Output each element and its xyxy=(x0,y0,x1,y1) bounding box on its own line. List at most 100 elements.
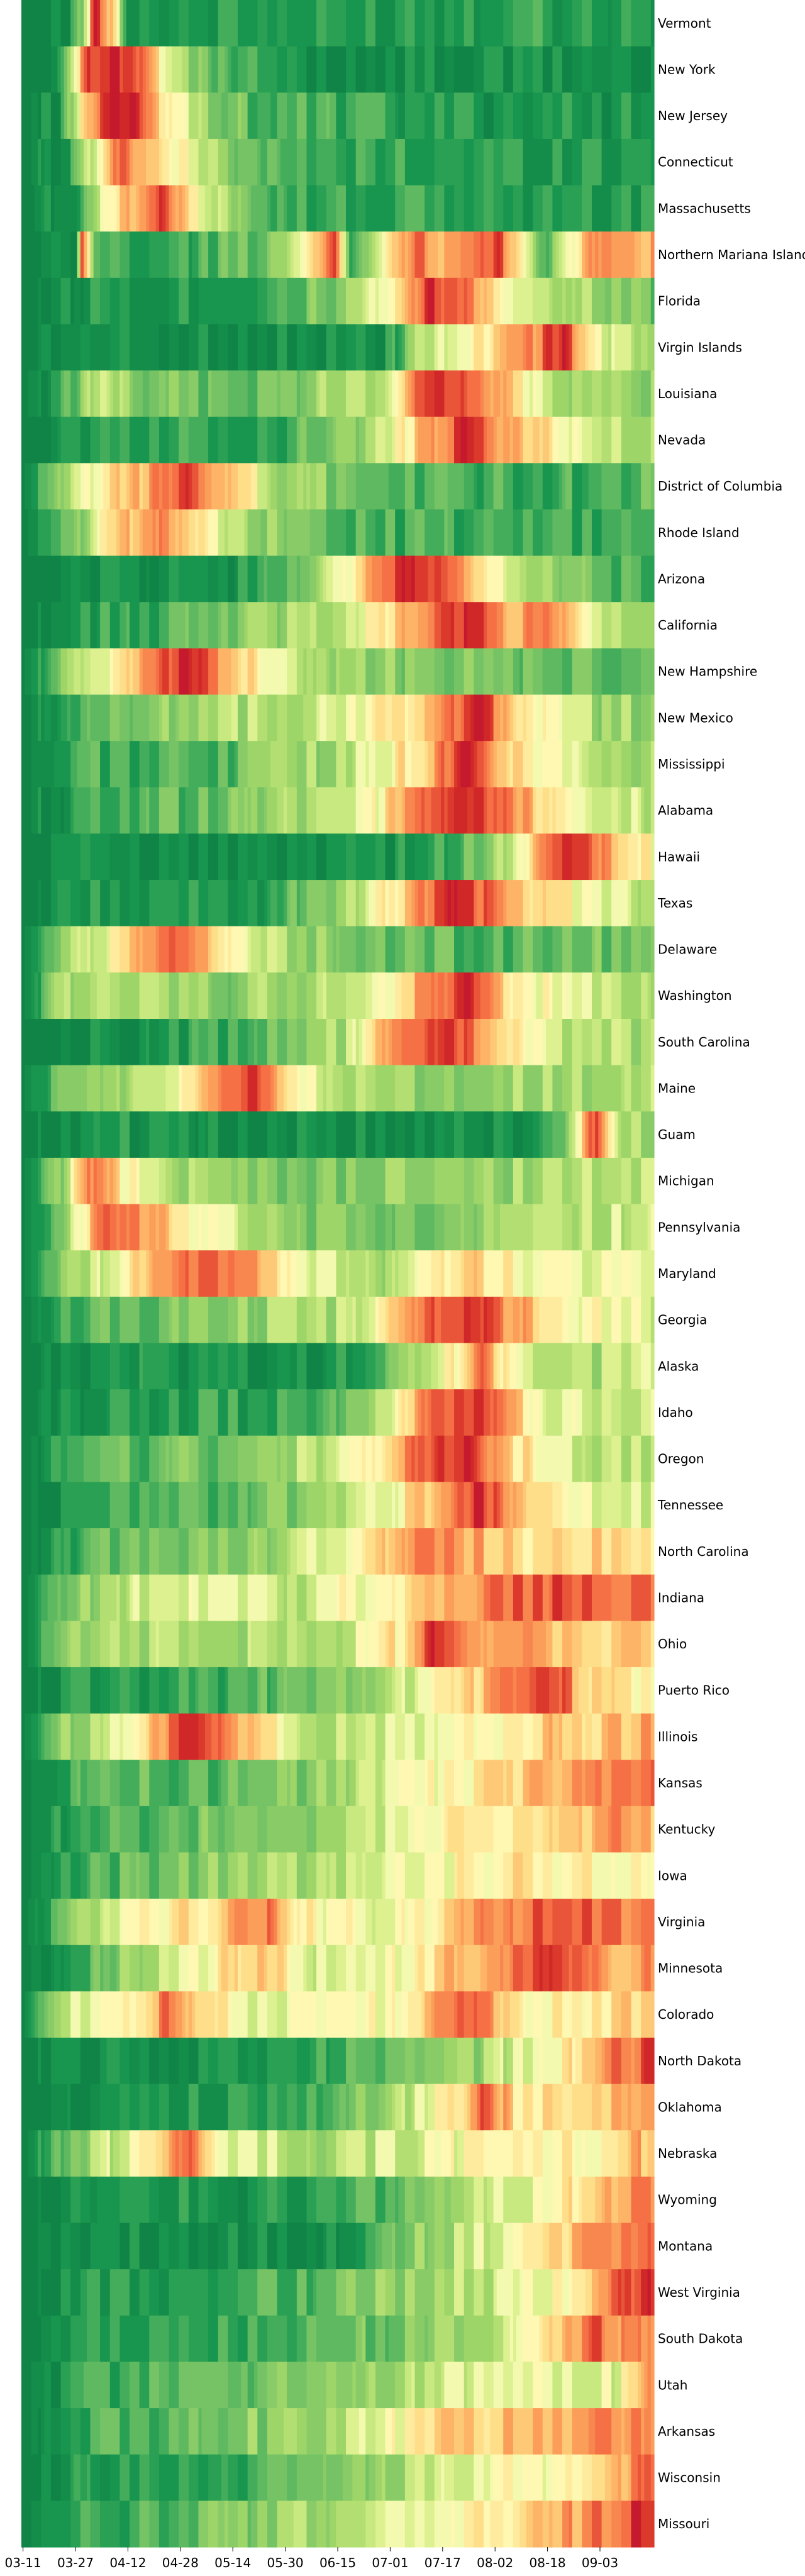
heatmap-cell xyxy=(267,926,278,973)
heatmap-cell xyxy=(474,694,484,741)
heatmap-cell xyxy=(90,694,111,741)
heatmap-cell xyxy=(247,2315,258,2363)
heatmap-cell xyxy=(260,1250,278,1297)
heatmap-cell xyxy=(379,231,382,279)
heatmap-cell xyxy=(562,231,566,279)
heatmap-cell xyxy=(267,2176,278,2224)
heatmap-cell xyxy=(601,1528,612,1575)
heatmap-cell xyxy=(208,138,219,186)
heatmap-cell xyxy=(90,138,94,186)
heatmap-cell xyxy=(208,324,219,371)
heatmap-cell xyxy=(418,1667,432,1714)
heatmap-cell xyxy=(155,648,160,696)
heatmap-cell xyxy=(513,648,520,696)
heatmap-cell xyxy=(74,972,91,1019)
heatmap-cell xyxy=(21,1296,32,1344)
heatmap-cell xyxy=(218,1019,228,1066)
heatmap-cell xyxy=(228,2315,238,2363)
heatmap-cell xyxy=(296,370,301,418)
heatmap-cell xyxy=(293,231,301,279)
heatmap-cell xyxy=(621,1111,632,1158)
heatmap-cell xyxy=(188,46,199,93)
heatmap-cell xyxy=(57,1713,62,1760)
heatmap-cell xyxy=(149,1250,153,1297)
heatmap-cell xyxy=(218,1806,225,1853)
heatmap-cell xyxy=(228,1250,235,1297)
heatmap-cell xyxy=(87,509,91,557)
heatmap-cell xyxy=(598,231,602,279)
heatmap-cell xyxy=(425,2454,435,2501)
heatmap-cell xyxy=(228,416,258,464)
heatmap-cell xyxy=(385,2408,392,2455)
heatmap-cell xyxy=(130,1389,140,1436)
heatmap-row-wisconsin xyxy=(21,2454,655,2501)
heatmap-cell xyxy=(130,2130,140,2177)
heatmap-row-northern-mariana-islands xyxy=(21,231,655,279)
heatmap-cell xyxy=(287,231,291,279)
heatmap-cell xyxy=(379,1296,386,1344)
heatmap-cell xyxy=(257,0,268,47)
heatmap-cell xyxy=(650,0,655,47)
heatmap-cell xyxy=(542,1991,553,2038)
heatmap-cell xyxy=(287,1157,297,1205)
heatmap-cell xyxy=(74,648,81,696)
heatmap-cell xyxy=(493,463,504,510)
heatmap-cell xyxy=(103,92,111,140)
heatmap-cell xyxy=(562,1204,573,1251)
heatmap-cell xyxy=(474,1991,478,2038)
heatmap-cell xyxy=(25,1991,29,2038)
heatmap-cell xyxy=(611,741,622,788)
heatmap-cell xyxy=(300,1899,308,1946)
heatmap-cell xyxy=(434,1296,441,1344)
heatmap-cell xyxy=(93,1204,97,1251)
heatmap-cell xyxy=(119,324,130,371)
heatmap-cell xyxy=(38,1621,42,1668)
heatmap-cell xyxy=(647,2130,655,2177)
heatmap-cell xyxy=(267,694,278,741)
heatmap-cell xyxy=(650,2223,655,2270)
heatmap-cell xyxy=(336,694,347,741)
heatmap-cell xyxy=(369,741,376,788)
heatmap-cell xyxy=(493,1991,501,2038)
heatmap-cell xyxy=(70,92,74,140)
heatmap-cell xyxy=(404,1157,435,1205)
heatmap-cell xyxy=(333,231,336,279)
heatmap-cell xyxy=(493,416,497,464)
heatmap-cell xyxy=(572,2038,576,2085)
heatmap-cell xyxy=(464,555,471,602)
heatmap-cell xyxy=(119,602,127,649)
heatmap-cell xyxy=(460,1899,465,1946)
heatmap-cell xyxy=(323,1389,330,1436)
heatmap-cell xyxy=(414,1760,425,1807)
heatmap-cell xyxy=(621,1528,632,1575)
heatmap-cell xyxy=(149,1389,160,1436)
heatmap-cell xyxy=(169,1343,179,1390)
heatmap-cell xyxy=(464,1852,474,1899)
heatmap-cell xyxy=(398,2176,406,2224)
heatmap-cell xyxy=(326,1435,336,1482)
heatmap-cell xyxy=(474,185,484,232)
heatmap-cell xyxy=(21,0,52,47)
row-label: Oregon xyxy=(658,1452,704,1467)
heatmap-cell xyxy=(582,1713,586,1760)
heatmap-cell xyxy=(503,2176,533,2224)
heatmap-cell xyxy=(130,2038,140,2085)
heatmap-cell xyxy=(454,92,474,140)
heatmap-cell xyxy=(516,231,520,279)
heatmap-cell xyxy=(365,1852,382,1899)
heatmap-cell xyxy=(404,1621,409,1668)
heatmap-cell xyxy=(188,1157,196,1205)
heatmap-cell xyxy=(257,1157,268,1205)
heatmap-cell xyxy=(316,2269,336,2316)
heatmap-cell xyxy=(149,880,179,927)
heatmap-cell xyxy=(618,833,628,880)
heatmap-cell xyxy=(109,1899,120,1946)
heatmap-cell xyxy=(300,370,308,418)
heatmap-cell xyxy=(247,509,262,557)
heatmap-cell xyxy=(454,1435,465,1482)
heatmap-cell xyxy=(277,2176,287,2224)
heatmap-cell xyxy=(542,1065,553,1112)
heatmap-cell xyxy=(158,509,163,557)
heatmap-cell xyxy=(257,1296,268,1344)
heatmap-cell xyxy=(523,416,533,464)
